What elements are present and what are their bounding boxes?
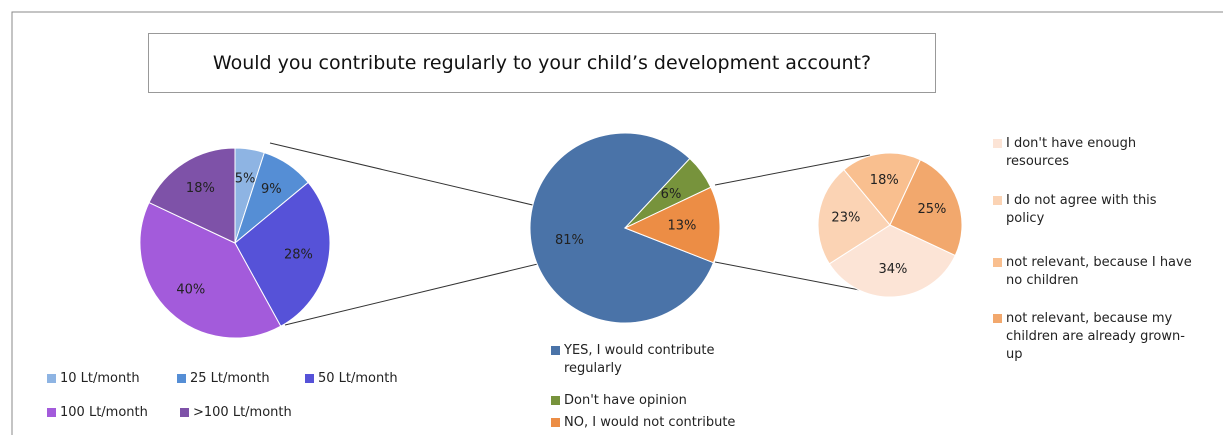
legend-swatch	[551, 346, 560, 355]
legend-item: 50 Lt/month	[305, 370, 398, 388]
legend-item: not relevant, because I have no children	[993, 254, 1193, 290]
legend-label: 100 Lt/month	[60, 405, 148, 420]
connector	[284, 254, 576, 326]
data-label: 18%	[870, 173, 899, 188]
legend-item: 10 Lt/month	[47, 370, 140, 388]
data-label: 23%	[831, 211, 860, 226]
data-label: 5%	[235, 172, 256, 187]
legend-item: 100 Lt/month	[47, 404, 148, 422]
legend-swatch	[993, 139, 1002, 148]
legend-label: not relevant, because I have no children	[1006, 255, 1192, 288]
legend-swatch	[177, 374, 186, 383]
legend-item: I don't have enough resources	[993, 135, 1193, 171]
legend-label: YES, I would contribute regularly	[564, 343, 715, 376]
legend-swatch	[47, 408, 56, 417]
pie-slice	[889, 159, 963, 257]
legend-swatch	[551, 396, 560, 405]
legend-item: YES, I would contribute regularly	[551, 342, 736, 378]
legend-label: 10 Lt/month	[60, 371, 140, 386]
legend-label: not relevant, because my children are al…	[1006, 311, 1185, 362]
legend-label: 25 Lt/month	[190, 371, 270, 386]
pie-slice	[148, 147, 236, 244]
data-label: 34%	[879, 262, 908, 277]
connector	[269, 142, 576, 216]
legend-label: I don't have enough resources	[1006, 136, 1137, 169]
legend-swatch	[993, 258, 1002, 267]
data-label: 13%	[668, 219, 697, 234]
pie-slice	[234, 181, 331, 327]
legend-swatch	[47, 374, 56, 383]
legend-item: >100 Lt/month	[180, 404, 292, 422]
legend-swatch	[993, 196, 1002, 205]
legend-swatch	[180, 408, 189, 417]
pie-slice	[843, 152, 922, 226]
legend-item: 25 Lt/month	[177, 370, 270, 388]
data-label: 18%	[186, 181, 215, 196]
chart-title: Would you contribute regularly to your c…	[148, 33, 936, 93]
data-label: 81%	[555, 233, 584, 248]
data-label: 25%	[917, 202, 946, 217]
data-label: 6%	[661, 187, 682, 202]
legend-swatch	[993, 314, 1002, 323]
legend-swatch	[305, 374, 314, 383]
legend-label: Don't have opinion	[564, 393, 687, 408]
pie-slice	[623, 186, 721, 264]
legend-item: not relevant, because my children are al…	[993, 310, 1193, 364]
data-label: 28%	[284, 248, 313, 263]
pie-slice	[139, 201, 282, 339]
pie-slice	[828, 224, 956, 298]
frame	[11, 11, 1223, 435]
connector	[714, 154, 871, 186]
legend-swatch	[551, 418, 560, 427]
legend-item: Don't have opinion	[551, 392, 736, 410]
legend-item: NO, I would not contribute	[551, 414, 801, 432]
legend-label: >100 Lt/month	[193, 405, 292, 420]
data-label: 9%	[261, 182, 282, 197]
data-label: 40%	[176, 283, 205, 298]
legend-label: 50 Lt/month	[318, 371, 398, 386]
connector	[714, 261, 871, 293]
pie-slice	[529, 132, 715, 324]
legend-label: NO, I would not contribute	[564, 415, 736, 430]
legend-label: I do not agree with this policy	[1006, 193, 1157, 226]
pie-slice	[817, 168, 891, 265]
legend-item: I do not agree with this policy	[993, 192, 1193, 228]
